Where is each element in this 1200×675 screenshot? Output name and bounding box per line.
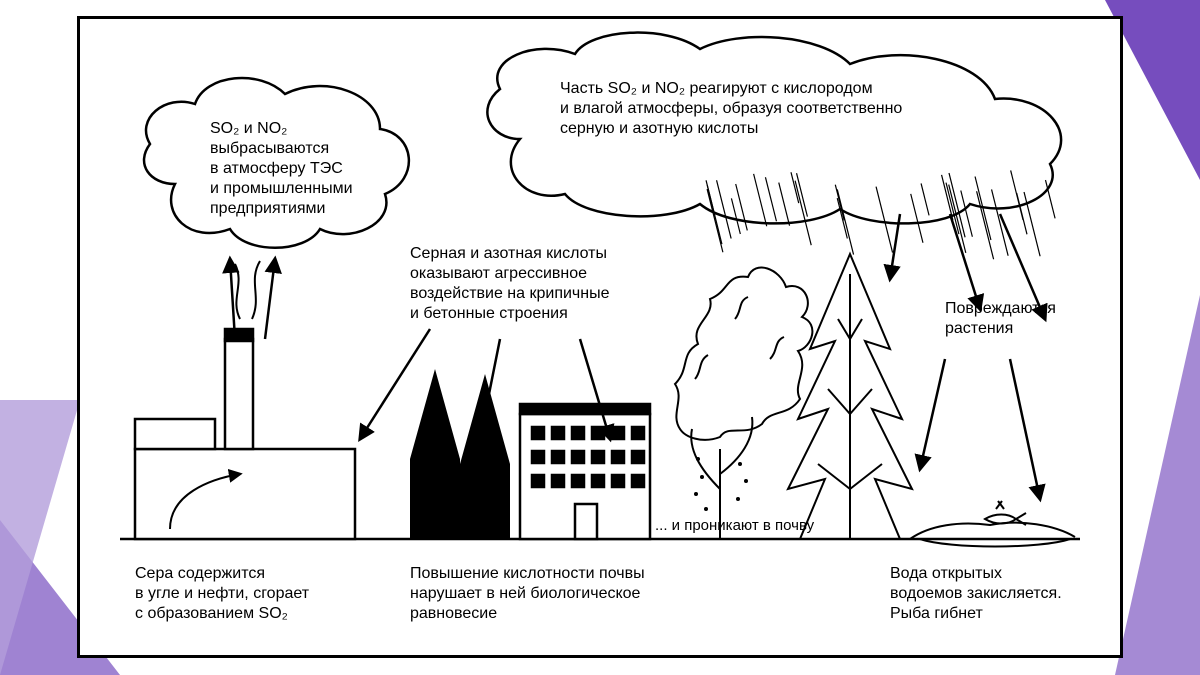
rain-stroke bbox=[779, 183, 790, 226]
rain-stroke bbox=[921, 183, 929, 215]
rain-stroke bbox=[961, 191, 973, 237]
caption-right: Вода открытыхводоемов закисляется.Рыба г… bbox=[890, 564, 1120, 624]
rain-stroke bbox=[977, 191, 994, 259]
rain-stroke bbox=[765, 177, 776, 221]
arrow-down bbox=[1010, 359, 1040, 499]
rain-stroke bbox=[707, 189, 723, 252]
rain-stroke bbox=[837, 189, 853, 254]
caption-mid: Повышение кислотности почвынарушает в не… bbox=[410, 564, 710, 624]
building bbox=[520, 404, 650, 539]
factory bbox=[135, 261, 355, 539]
cathedral bbox=[410, 369, 510, 539]
arrow-down bbox=[360, 329, 430, 439]
mid-text: Серная и азотная кислотыоказывают агресс… bbox=[410, 244, 670, 324]
soil-text: ... и проникают в почву bbox=[655, 517, 885, 536]
tree-deciduous bbox=[675, 268, 812, 539]
rain-stroke bbox=[837, 198, 847, 238]
fish-icon bbox=[985, 501, 1026, 525]
rain-stroke bbox=[835, 185, 844, 221]
rain-stroke bbox=[795, 181, 811, 246]
slide-bg-tri-4 bbox=[1115, 295, 1200, 675]
slide-bg-tri-2 bbox=[0, 400, 80, 675]
rain-stroke bbox=[754, 174, 767, 226]
rain-stroke bbox=[946, 183, 959, 235]
rain-stroke bbox=[876, 187, 892, 253]
plants-text: Повреждаютсярастения bbox=[945, 299, 1115, 339]
cloud-left-text: SO₂ и NO₂выбрасываютсяв атмосферу ТЭСи п… bbox=[210, 119, 420, 219]
diagram-frame: SO₂ и NO₂выбрасываютсяв атмосферу ТЭСи п… bbox=[77, 16, 1123, 658]
rain-stroke bbox=[1011, 170, 1023, 220]
caption-left: Сера содержитсяв угле и нефти, сгораетс … bbox=[135, 564, 365, 624]
rain bbox=[706, 170, 1055, 259]
arrow-up bbox=[265, 259, 275, 339]
cloud-right-text: Часть SO₂ и NO₂ реагируют с кислородоми … bbox=[560, 79, 1030, 139]
arrow-down bbox=[950, 214, 980, 309]
rain-stroke bbox=[992, 189, 1009, 255]
arrow-up bbox=[230, 259, 235, 339]
arrow-down bbox=[920, 359, 945, 469]
rain-stroke bbox=[731, 198, 740, 234]
rain-stroke bbox=[911, 194, 923, 243]
